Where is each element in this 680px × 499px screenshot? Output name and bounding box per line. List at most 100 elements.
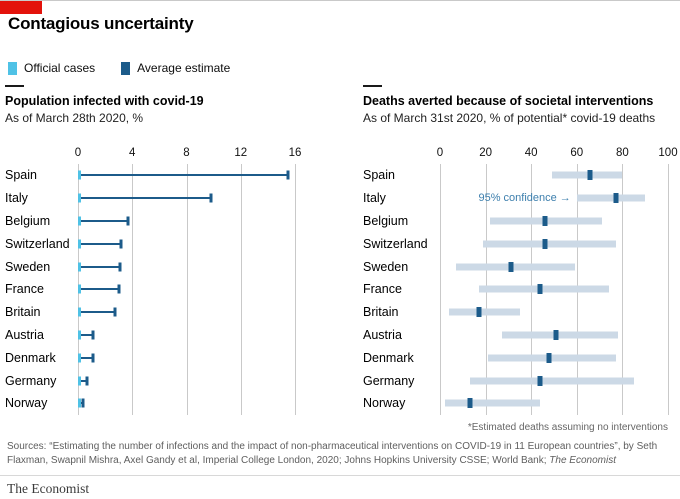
estimate-whisker	[78, 288, 119, 291]
estimate-cap	[91, 330, 95, 340]
gridline	[440, 164, 441, 415]
chart-rows	[78, 164, 295, 415]
page-title: Contagious uncertainty	[8, 14, 194, 33]
legend-item-estimate: Average estimate	[121, 61, 230, 75]
confidence-band	[576, 194, 646, 202]
estimate-whisker	[78, 219, 129, 222]
category-label: Spain	[5, 168, 37, 183]
confidence-band	[483, 240, 616, 248]
confidence-band	[455, 263, 575, 271]
estimate-marker	[553, 329, 559, 340]
estimate-marker	[542, 238, 548, 249]
category-label: Belgium	[5, 213, 51, 228]
x-tick-label: 100	[658, 147, 678, 159]
official-cases-bar	[78, 376, 81, 386]
x-tick-label: 8	[183, 147, 190, 159]
chart-row	[440, 392, 668, 415]
chart-row	[78, 187, 295, 210]
chart-row	[440, 255, 668, 278]
chart-row	[78, 210, 295, 233]
estimate-marker	[613, 193, 619, 204]
category-label: Denmark	[5, 350, 56, 365]
official-cases-bar	[78, 284, 81, 294]
category-label: Spain	[363, 168, 395, 183]
estimate-cap	[85, 376, 89, 386]
estimate-marker	[546, 352, 552, 363]
estimate-cap	[113, 307, 117, 317]
chart-subtitle: As of March 28th 2020, %	[5, 111, 144, 125]
category-label: France	[363, 282, 402, 297]
x-axis: 0 4 8 12 16	[75, 146, 302, 164]
category-label: Switzerland	[363, 236, 428, 251]
estimate-whisker	[78, 356, 93, 359]
x-tick-label: 0	[436, 147, 444, 159]
chart-row	[78, 369, 295, 392]
footer-divider	[0, 475, 680, 476]
chart-row	[440, 210, 668, 233]
confidence-band	[551, 171, 623, 179]
official-cases-bar	[78, 330, 81, 340]
chart-row	[78, 324, 295, 347]
sources-economist: The Economist	[549, 454, 616, 466]
gridline	[186, 164, 188, 415]
deaths-averted-chart-panel: Deaths averted because of societal inter…	[363, 85, 678, 415]
chart-row	[78, 164, 295, 187]
official-cases-bar	[78, 239, 81, 249]
confidence-band	[469, 377, 634, 385]
estimate-whisker	[78, 197, 211, 200]
category-label: Germany	[5, 373, 57, 388]
chart-row	[78, 392, 295, 415]
category-labels-column: Spain Italy Belgium Switzerland Sweden France…	[5, 146, 78, 415]
category-label: Britain	[363, 305, 399, 320]
estimate-marker	[537, 284, 543, 295]
official-cases-bar	[78, 193, 81, 203]
official-cases-bar	[78, 170, 81, 180]
estimate-cap	[286, 170, 290, 180]
official-cases-bar	[78, 398, 81, 408]
chart-row	[440, 346, 668, 369]
panel-header: Population infected with covid-19 As of …	[5, 85, 295, 146]
x-tick-label: 16	[288, 147, 302, 159]
gridline	[295, 164, 296, 415]
panel-header: Deaths averted because of societal inter…	[363, 85, 668, 146]
economist-wordmark: The Economist	[7, 481, 90, 496]
chart-row	[78, 301, 295, 324]
chart-row	[78, 232, 295, 255]
chart-row	[440, 369, 668, 392]
estimate-marker	[542, 215, 548, 226]
chart-row	[78, 346, 295, 369]
panel-dash	[363, 85, 382, 87]
legend-label-official: Official cases	[24, 61, 96, 75]
category-label: France	[5, 282, 44, 297]
category-label: Austria	[5, 327, 44, 342]
sources: Sources: “Estimating the number of infec…	[7, 440, 670, 467]
estimate-whisker	[78, 174, 289, 177]
category-label: Italy	[363, 191, 386, 206]
chart-row: 95% confidence →	[440, 187, 668, 210]
x-tick-label: 60	[570, 147, 584, 159]
estimate-marker	[587, 170, 593, 181]
chart-row	[440, 324, 668, 347]
category-label: Switzerland	[5, 236, 70, 251]
gridline	[668, 164, 669, 415]
estimate-cap	[118, 262, 122, 272]
chart-row	[440, 278, 668, 301]
estimate-whisker	[78, 379, 88, 382]
x-tick-label: 40	[524, 147, 538, 159]
category-label: Norway	[5, 396, 48, 411]
gridline	[240, 164, 242, 415]
estimate-cap	[91, 353, 95, 363]
estimate-cap	[81, 398, 85, 408]
x-tick-label: 12	[234, 147, 248, 159]
category-label: Norway	[363, 396, 406, 411]
category-label: Britain	[5, 305, 41, 320]
confidence-annotation: 95% confidence →	[478, 192, 571, 205]
category-label: Germany	[363, 373, 415, 388]
official-cases-bar	[78, 216, 81, 226]
official-cases-bar	[78, 262, 81, 272]
sources-text: Sources: “Estimating the number of infec…	[7, 441, 658, 466]
category-label: Austria	[363, 327, 402, 342]
estimate-marker	[508, 261, 514, 272]
confidence-band	[478, 285, 609, 293]
